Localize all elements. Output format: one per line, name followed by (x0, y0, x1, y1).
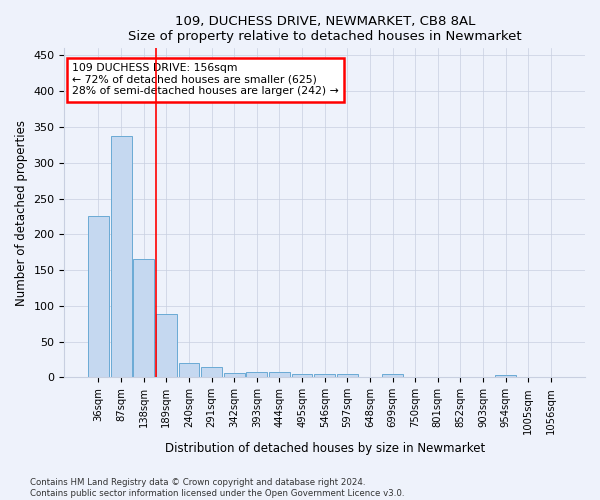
Bar (179, 363, 199, 378)
Bar (133, 260, 154, 378)
Bar (314, 374, 335, 378)
Y-axis label: Number of detached properties: Number of detached properties (15, 120, 28, 306)
Bar (337, 374, 358, 378)
Text: 109 DUCHESS DRIVE: 156sqm
← 72% of detached houses are smaller (625)
28% of semi: 109 DUCHESS DRIVE: 156sqm ← 72% of detac… (72, 63, 339, 96)
Bar (88, 216, 109, 378)
Bar (201, 366, 222, 378)
Title: 109, DUCHESS DRIVE, NEWMARKET, CB8 8AL
Size of property relative to detached hou: 109, DUCHESS DRIVE, NEWMARKET, CB8 8AL S… (128, 15, 521, 43)
Bar (224, 373, 245, 378)
Bar (292, 374, 313, 378)
Bar (156, 314, 177, 378)
Bar (382, 374, 403, 378)
X-axis label: Distribution of detached houses by size in Newmarket: Distribution of detached houses by size … (164, 442, 485, 455)
Bar (269, 372, 290, 378)
Text: Contains HM Land Registry data © Crown copyright and database right 2024.
Contai: Contains HM Land Registry data © Crown c… (30, 478, 404, 498)
Bar (247, 372, 267, 378)
Bar (110, 136, 131, 378)
Bar (495, 375, 516, 378)
